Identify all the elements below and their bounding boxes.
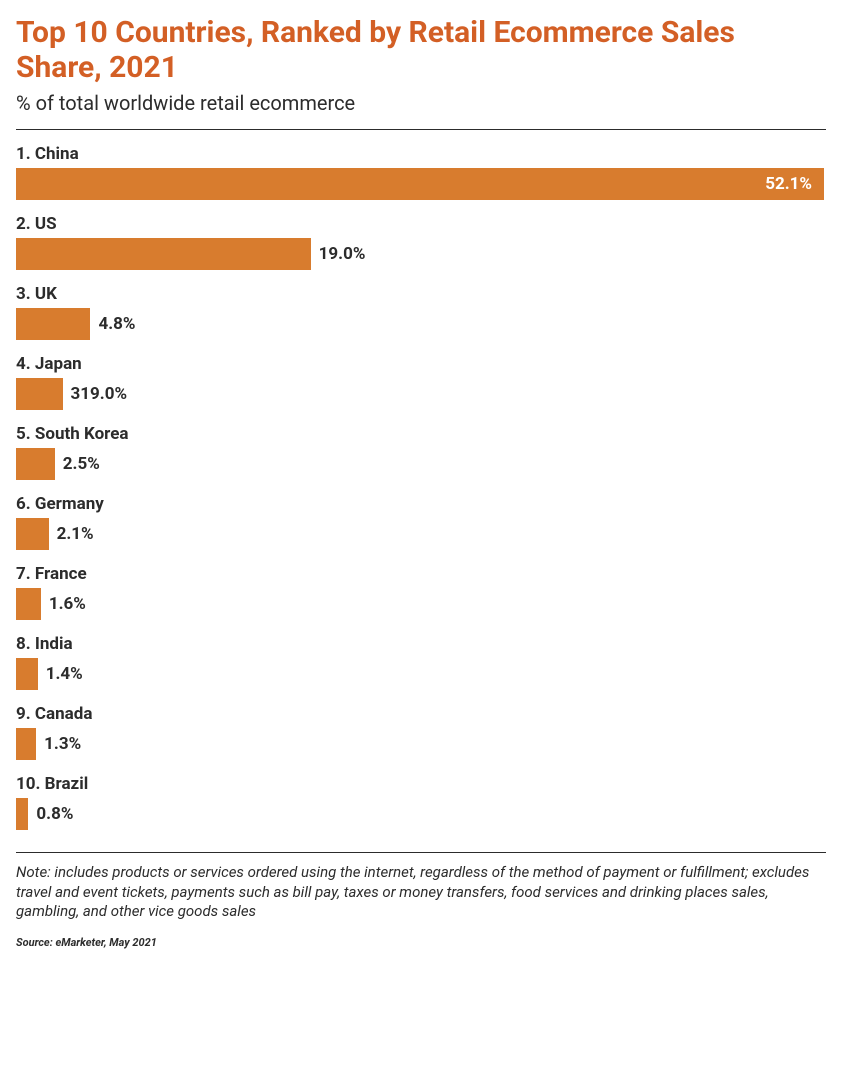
row-value: 1.4%: [46, 664, 83, 684]
row-country: Japan: [31, 354, 82, 374]
row-label: 8. India: [16, 634, 826, 654]
row-rank: 3.: [16, 284, 31, 304]
row-country: South Korea: [31, 424, 129, 444]
bar: [16, 658, 38, 690]
bar: [16, 728, 36, 760]
row-label: 10. Brazil: [16, 774, 826, 794]
chart-row: 10. Brazil 0.8%: [16, 774, 826, 830]
bar-wrap: 1.6%: [16, 588, 826, 620]
row-value: 4.8%: [98, 314, 135, 334]
bottom-divider: [16, 852, 826, 853]
chart-row: 1. China 52.1%: [16, 144, 826, 200]
bar: [16, 448, 55, 480]
row-country: China: [31, 144, 79, 164]
bar-wrap: 4.8%: [16, 308, 826, 340]
row-label: 3. UK: [16, 284, 826, 304]
row-country: Germany: [31, 494, 104, 514]
chart-note: Note: includes products or services orde…: [16, 863, 826, 922]
row-value: 1.6%: [49, 594, 86, 614]
bar-wrap: 19.0%: [16, 238, 826, 270]
bar-wrap: 319.0%: [16, 378, 826, 410]
row-rank: 2.: [16, 214, 31, 234]
row-label: 7. France: [16, 564, 826, 584]
row-country: UK: [31, 284, 57, 304]
bar: [16, 378, 63, 410]
bar: [16, 168, 824, 200]
bar-chart: 1. China 52.1% 2. US 19.0% 3. UK 4.8% 4. Japan…: [16, 130, 826, 852]
row-rank: 6.: [16, 494, 31, 514]
row-label: 4. Japan: [16, 354, 826, 374]
row-value: 2.5%: [63, 454, 100, 474]
bar: [16, 308, 90, 340]
bar: [16, 518, 49, 550]
row-value: 19.0%: [319, 244, 366, 264]
row-value: 2.1%: [57, 524, 94, 544]
chart-row: 6. Germany 2.1%: [16, 494, 826, 550]
row-rank: 8.: [16, 634, 31, 654]
row-label: 6. Germany: [16, 494, 826, 514]
row-value: 52.1%: [765, 174, 812, 194]
bar-wrap: 0.8%: [16, 798, 826, 830]
chart-title: Top 10 Countries, Ranked by Retail Ecomm…: [16, 16, 826, 85]
row-value: 1.3%: [44, 734, 81, 754]
bar: [16, 798, 28, 830]
bar-wrap: 52.1%: [16, 168, 824, 200]
bar: [16, 238, 311, 270]
row-label: 1. China: [16, 144, 826, 164]
row-rank: 10.: [16, 774, 40, 794]
chart-subtitle: % of total worldwide retail ecommerce: [16, 91, 826, 115]
chart-row: 9. Canada 1.3%: [16, 704, 826, 760]
row-country: Brazil: [40, 774, 88, 794]
row-country: US: [31, 214, 57, 234]
chart-row: 8. India 1.4%: [16, 634, 826, 690]
row-rank: 4.: [16, 354, 31, 374]
row-label: 2. US: [16, 214, 826, 234]
row-rank: 5.: [16, 424, 31, 444]
row-country: France: [31, 564, 87, 584]
row-rank: 1.: [16, 144, 31, 164]
row-country: Canada: [31, 704, 93, 724]
row-rank: 7.: [16, 564, 31, 584]
row-value: 0.8%: [36, 804, 73, 824]
chart-row: 3. UK 4.8%: [16, 284, 826, 340]
chart-row: 4. Japan 319.0%: [16, 354, 826, 410]
row-country: India: [31, 634, 73, 654]
row-rank: 9.: [16, 704, 31, 724]
bar-wrap: 1.4%: [16, 658, 826, 690]
chart-row: 7. France 1.6%: [16, 564, 826, 620]
row-value: 319.0%: [71, 384, 128, 404]
chart-source: Source: eMarketer, May 2021: [16, 936, 826, 949]
bar-wrap: 2.5%: [16, 448, 826, 480]
chart-row: 2. US 19.0%: [16, 214, 826, 270]
row-label: 9. Canada: [16, 704, 826, 724]
bar-wrap: 2.1%: [16, 518, 826, 550]
row-label: 5. South Korea: [16, 424, 826, 444]
bar: [16, 588, 41, 620]
chart-row: 5. South Korea 2.5%: [16, 424, 826, 480]
bar-wrap: 1.3%: [16, 728, 826, 760]
